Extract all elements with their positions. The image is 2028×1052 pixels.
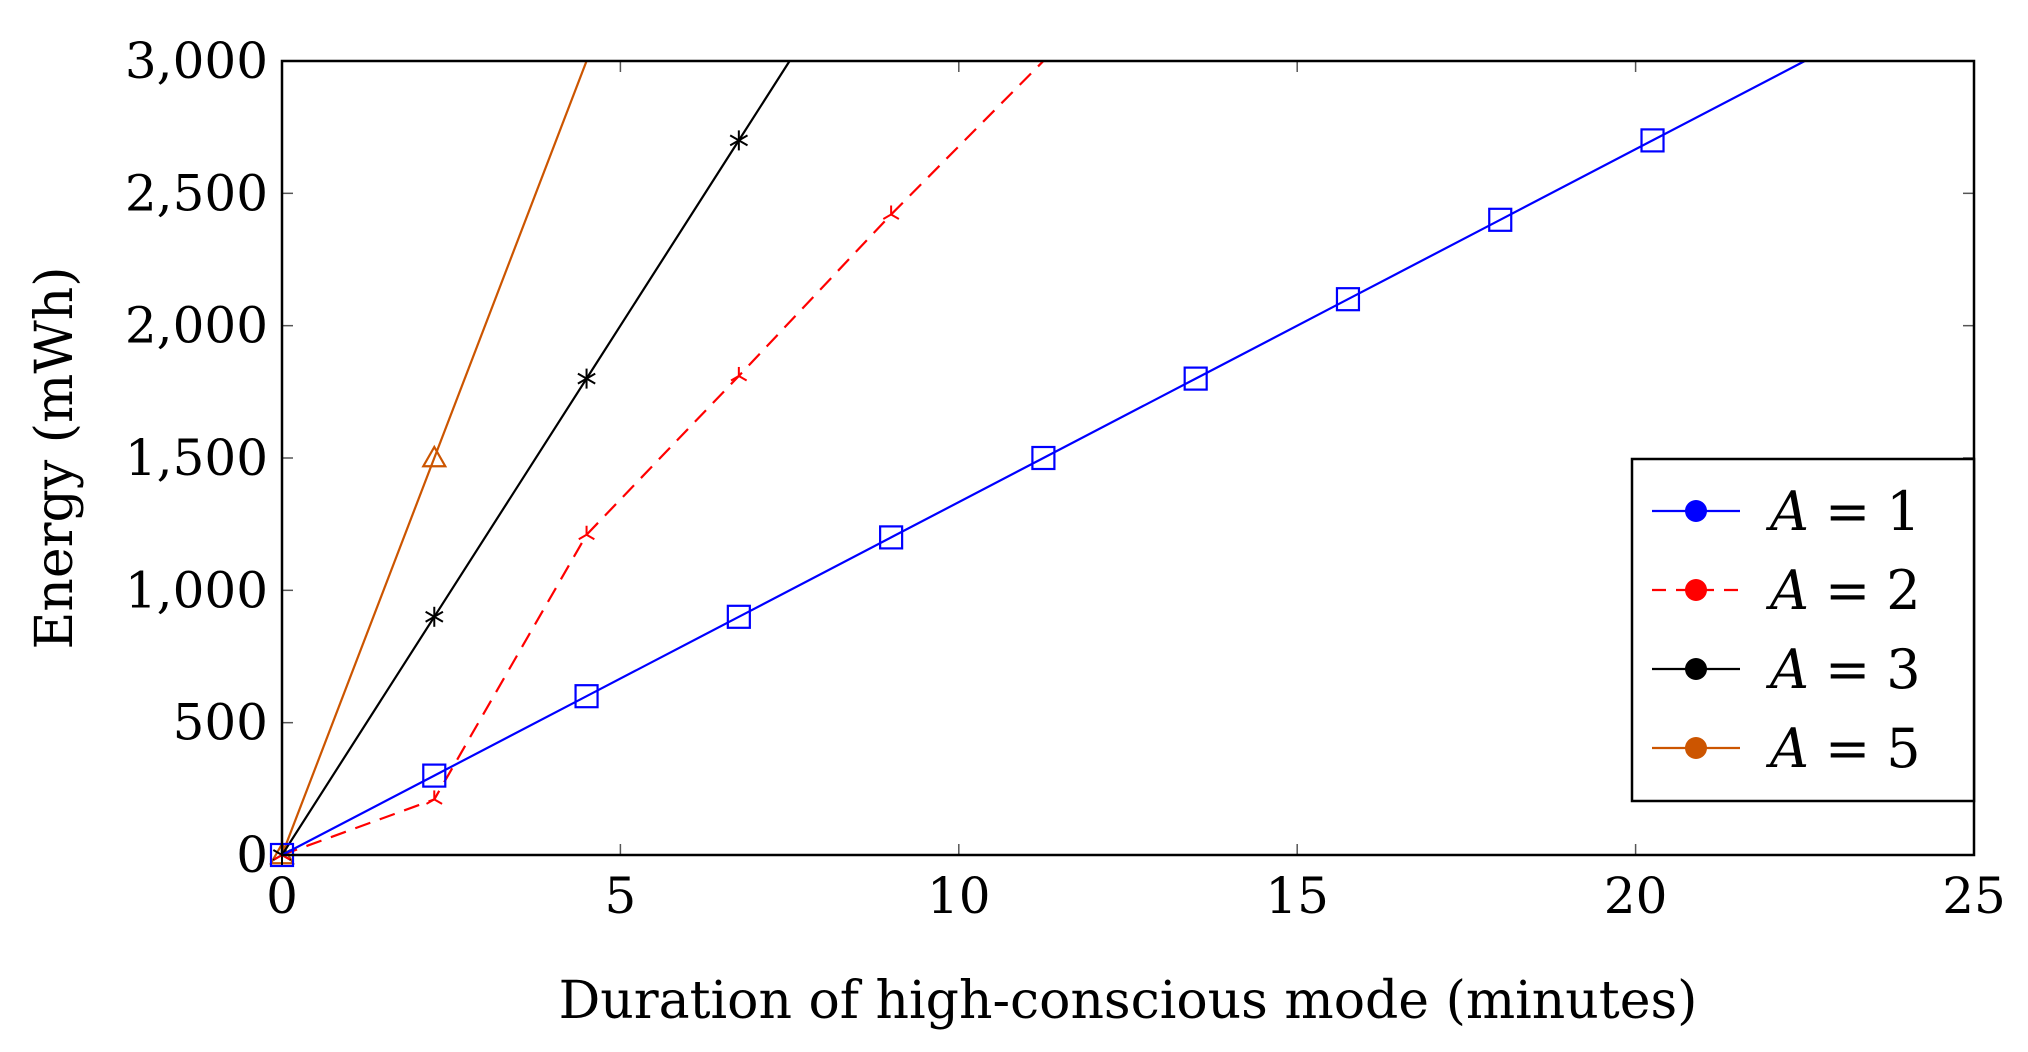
x-tick-label: 15 bbox=[1265, 867, 1329, 925]
series-marker bbox=[882, 205, 900, 220]
legend-label: A = 2 bbox=[1765, 559, 1921, 622]
series-marker bbox=[879, 525, 904, 550]
series-line bbox=[282, 60, 1045, 856]
x-tick-label: 0 bbox=[266, 867, 298, 925]
series-marker bbox=[1640, 128, 1665, 153]
series-markers bbox=[273, 205, 900, 861]
series-marker bbox=[425, 790, 443, 805]
legend-entry: A = 2 bbox=[1652, 559, 1921, 622]
x-tick-label: 10 bbox=[927, 867, 991, 925]
series-marker bbox=[574, 684, 599, 709]
y-tick-label: 500 bbox=[173, 694, 268, 752]
x-tick-label: 25 bbox=[1942, 867, 2006, 925]
y-tick-label: 3,000 bbox=[125, 32, 268, 90]
legend-entry: A = 1 bbox=[1652, 480, 1921, 543]
y-tick-labels: 0 500 1,000 1,500 2,000 2,500 3,000 bbox=[125, 32, 268, 884]
series-marker bbox=[1031, 445, 1056, 471]
y-tick-label: 1,500 bbox=[125, 429, 268, 487]
series-marker bbox=[1488, 207, 1513, 232]
legend-dot bbox=[1685, 579, 1707, 601]
series-marker bbox=[730, 366, 748, 382]
series-marker bbox=[726, 604, 751, 629]
x-tick-label: 5 bbox=[604, 867, 636, 925]
y-tick-label: 0 bbox=[236, 826, 268, 884]
series-marker bbox=[422, 763, 447, 788]
series-marker bbox=[1183, 366, 1208, 391]
x-axis-title: Duration of high-conscious mode (minutes… bbox=[559, 971, 1698, 1031]
series-A-eq-2 bbox=[282, 60, 1045, 856]
legend-entry: A = 5 bbox=[1652, 717, 1921, 780]
series-marker bbox=[1335, 287, 1361, 312]
legend: A = 1 A = 2 A = 3 A = 5 bbox=[1630, 457, 1976, 803]
legend-label: A = 1 bbox=[1765, 480, 1921, 543]
series-marker bbox=[578, 525, 595, 541]
legend-entry: A = 3 bbox=[1652, 638, 1921, 701]
series-A-eq-1 bbox=[282, 60, 1806, 856]
x-tick-label: 20 bbox=[1604, 867, 1668, 925]
y-tick-label: 1,000 bbox=[125, 561, 268, 619]
series-A-eq-5 bbox=[282, 60, 588, 856]
series-marker bbox=[425, 606, 444, 627]
series-marker bbox=[577, 368, 596, 389]
legend-label: A = 3 bbox=[1765, 638, 1921, 701]
legend-dot bbox=[1685, 500, 1707, 522]
y-tick-label: 2,500 bbox=[125, 164, 268, 222]
series-line bbox=[282, 60, 588, 856]
series-A-eq-3 bbox=[282, 60, 791, 856]
series-marker bbox=[729, 130, 749, 151]
series-marker bbox=[421, 444, 448, 468]
series-line bbox=[282, 60, 791, 856]
series-group bbox=[269, 60, 1806, 868]
x-tick-labels: 0 5 10 15 20 25 bbox=[266, 867, 2006, 925]
legend-dot bbox=[1685, 658, 1707, 680]
y-tick-label: 2,000 bbox=[125, 297, 268, 355]
series-line bbox=[282, 60, 1806, 856]
legend-dot bbox=[1685, 737, 1707, 759]
legend-label: A = 5 bbox=[1765, 717, 1921, 780]
y-axis-title: Energy (mWh) bbox=[25, 266, 85, 649]
series-markers bbox=[269, 128, 1665, 868]
